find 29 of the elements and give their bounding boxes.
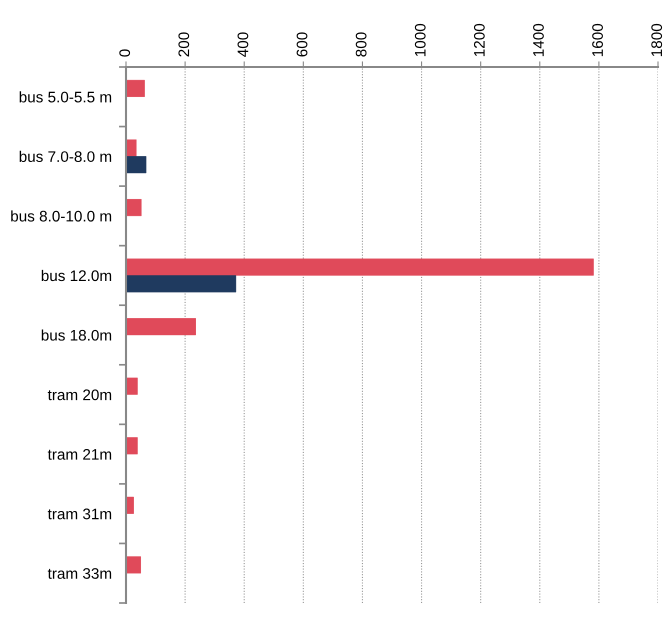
bar (126, 275, 236, 292)
y-tick-label: bus 8.0-10.0 m (11, 210, 112, 222)
bar (126, 437, 138, 454)
x-tick-label: 800 (356, 32, 367, 57)
x-tick-label: 600 (296, 32, 308, 56)
y-tick-label: bus 18.0m (42, 329, 112, 341)
x-tick-label: 1600 (592, 24, 603, 56)
x-tick-label: 200 (178, 32, 190, 57)
bar (126, 80, 145, 97)
y-tick-label: tram 31m (48, 508, 112, 520)
y-tick-label: tram 33m (48, 568, 112, 579)
y-tick-label: bus 5.0-5.5 m (20, 91, 112, 102)
bar (126, 156, 146, 174)
y-tick-label: bus 7.0-8.0 m (20, 150, 112, 162)
bar (126, 199, 142, 216)
bar (126, 258, 594, 276)
x-tick-label: 0 (119, 49, 130, 57)
x-tick-label: 1400 (533, 24, 544, 56)
bar (126, 496, 134, 514)
x-tick-label: 400 (238, 32, 248, 57)
x-tick-label: 1000 (414, 24, 426, 56)
y-tick-label: tram 20m (48, 389, 112, 400)
x-tick-label: 1200 (474, 24, 485, 56)
y-tick-label: tram 21m (48, 448, 112, 460)
x-tick-label: 1800 (651, 24, 662, 56)
bar (126, 556, 141, 574)
bar (126, 318, 196, 336)
y-tick-label: bus 12.0m (42, 270, 112, 282)
bar (126, 378, 138, 395)
